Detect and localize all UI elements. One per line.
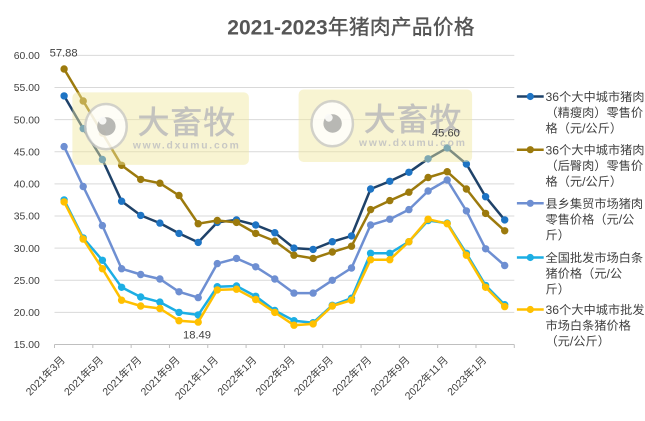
svg-text:40.00: 40.00 (14, 180, 40, 191)
svg-text:www.dxumu.com: www.dxumu.com (132, 141, 241, 152)
svg-text:2021-2023: 2021-2023 (227, 16, 327, 39)
svg-text:45.00: 45.00 (14, 148, 40, 159)
svg-text:15.00: 15.00 (14, 340, 40, 351)
svg-text:/: / (582, 175, 586, 189)
svg-text:30.00: 30.00 (14, 244, 40, 255)
svg-text:/: / (619, 213, 623, 227)
svg-text:60.00: 60.00 (14, 51, 40, 62)
svg-text:25.00: 25.00 (14, 276, 40, 287)
svg-text:/: / (570, 335, 574, 349)
svg-text:57.88: 57.88 (50, 47, 78, 59)
svg-text:/: / (607, 267, 611, 281)
svg-text:18.49: 18.49 (183, 330, 211, 342)
svg-text:50.00: 50.00 (14, 115, 40, 126)
svg-text:45.60: 45.60 (432, 127, 460, 139)
svg-text:36: 36 (546, 90, 560, 104)
svg-text:36: 36 (546, 143, 560, 157)
svg-text:www.dxumu.com: www.dxumu.com (358, 138, 467, 149)
svg-text:36: 36 (546, 303, 560, 317)
svg-text:/: / (582, 122, 586, 136)
svg-text:35.00: 35.00 (14, 212, 40, 223)
svg-text:20.00: 20.00 (14, 308, 40, 319)
svg-text:55.00: 55.00 (14, 83, 40, 94)
